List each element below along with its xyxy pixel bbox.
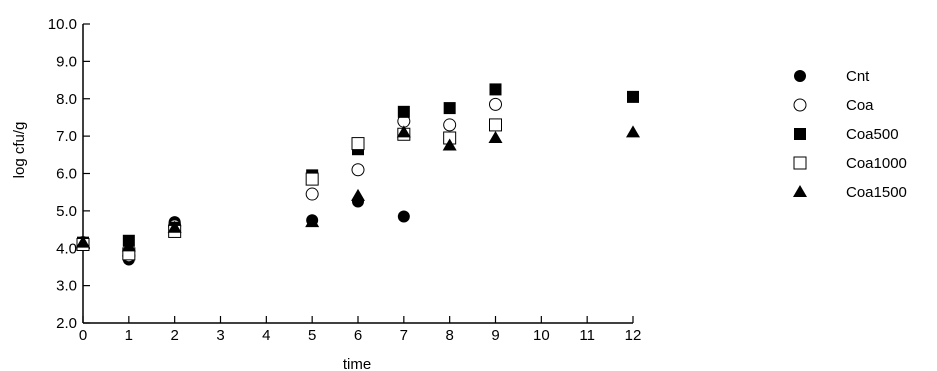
data-point <box>305 215 320 228</box>
y-tick-label: 9.0 <box>56 53 77 70</box>
y-tick-label: 2.0 <box>56 315 77 332</box>
legend-marker <box>793 98 807 112</box>
x-tick-label: 0 <box>79 327 87 344</box>
x-tick-label: 7 <box>400 327 408 344</box>
x-axis-title: time <box>343 356 371 371</box>
data-point <box>396 125 411 138</box>
data-point <box>488 130 503 143</box>
x-tick-label: 5 <box>308 327 316 344</box>
y-tick-label: 10.0 <box>48 16 77 33</box>
legend-item-coa1000: Coa1000 <box>793 155 907 172</box>
series-coa1500 <box>76 125 640 252</box>
legend-marker <box>793 185 807 197</box>
legend-label: Coa1500 <box>846 184 907 201</box>
data-point <box>627 90 639 103</box>
y-tick-label: 6.0 <box>56 166 77 183</box>
data-point <box>442 138 457 151</box>
data-point <box>489 118 502 132</box>
data-point <box>351 137 365 151</box>
x-tick-label: 8 <box>445 327 453 344</box>
x-tick-label: 11 <box>579 327 595 344</box>
legend-marker <box>793 156 807 170</box>
x-tick-label: 6 <box>354 327 362 344</box>
x-tick-label: 1 <box>125 327 133 344</box>
legend-item-cnt: Cnt <box>794 68 870 85</box>
axes: 2.03.04.05.06.07.08.09.010.00 1 2 3 4 5 6 7 8 9 10… <box>48 16 642 344</box>
data-point <box>167 220 182 233</box>
legend-label: Coa500 <box>846 126 899 143</box>
x-tick-label: 10 <box>533 327 550 344</box>
data-point <box>489 97 502 111</box>
y-axis-title: log cfu/g <box>11 122 28 179</box>
y-tick-label: 4.0 <box>56 240 77 257</box>
data-point <box>121 239 136 252</box>
y-tick-label: 3.0 <box>56 278 77 295</box>
data-point <box>76 235 90 248</box>
data-point <box>489 83 502 96</box>
data-point <box>397 105 410 118</box>
data-point <box>351 188 365 201</box>
series-coa <box>76 97 502 263</box>
data-points <box>76 83 640 266</box>
x-tick-label: 4 <box>262 327 270 344</box>
data-point <box>443 102 456 115</box>
legend-marker <box>794 128 806 140</box>
data-point <box>305 172 319 186</box>
y-tick-label: 5.0 <box>56 203 77 220</box>
legend-item-coa1500: Coa1500 <box>793 184 907 201</box>
data-point <box>443 118 457 132</box>
y-tick-label: 8.0 <box>56 91 77 108</box>
data-point <box>397 210 410 223</box>
legend-label: Coa1000 <box>846 155 907 172</box>
legend-label: Cnt <box>846 68 870 85</box>
data-point <box>351 163 365 177</box>
legend-marker <box>794 70 806 82</box>
legend-label: Coa <box>846 97 874 114</box>
legend: Cnt Coa Coa500 Coa1000 Coa1500 <box>793 68 907 201</box>
x-tick-label: 12 <box>625 327 642 344</box>
x-tick-label: 9 <box>491 327 499 344</box>
data-point <box>305 187 319 201</box>
x-tick-label: 2 <box>170 327 178 344</box>
series-coa1000 <box>76 118 502 261</box>
y-tick-label: 7.0 <box>56 128 77 145</box>
x-tick-label: 3 <box>216 327 224 344</box>
data-point <box>626 125 640 138</box>
legend-item-coa: Coa <box>793 97 874 114</box>
legend-item-coa500: Coa500 <box>794 126 899 143</box>
